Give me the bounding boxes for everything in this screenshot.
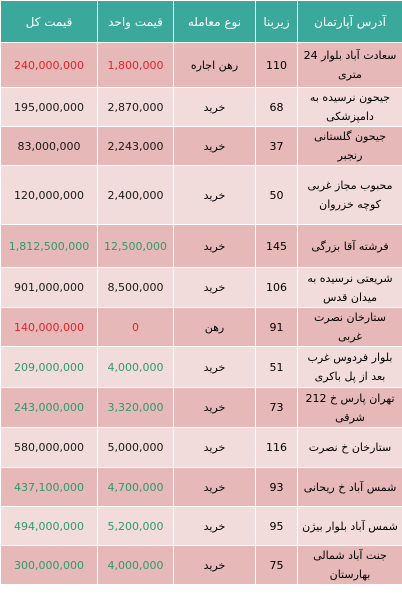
unit-price: 4,000,000 bbox=[97, 346, 174, 388]
area: 95 bbox=[255, 506, 298, 546]
table-row: 243,000,000 3,320,000 خرید 73 تهران پارس خ 2… bbox=[0, 387, 402, 428]
total-price: 901,000,000 bbox=[0, 267, 98, 308]
table-row: 437,100,000 4,700,000 خرید 93 شمس آباد خ ریح… bbox=[0, 467, 402, 507]
transaction-type: خرید bbox=[173, 87, 256, 127]
total-price: 209,000,000 bbox=[0, 346, 98, 388]
unit-price: 4,000,000 bbox=[97, 545, 174, 585]
area: 145 bbox=[255, 224, 298, 268]
area: 116 bbox=[255, 427, 298, 468]
total-price: 140,000,000 bbox=[0, 307, 98, 347]
total-price: 243,000,000 bbox=[0, 387, 98, 428]
address: سعادت آباد بلوار 24 متری bbox=[297, 42, 402, 88]
header-row: قیمت کل قیمت واحد نوع معامله زیربنا آدرس آپا… bbox=[0, 0, 402, 43]
address: شمس آباد خ ریحانی bbox=[297, 467, 402, 507]
table-row: 494,000,000 5,200,000 خرید 95 شمس آباد بلوار… bbox=[0, 506, 402, 546]
transaction-type: رهن bbox=[173, 307, 256, 347]
area: 50 bbox=[255, 165, 298, 225]
table-row: 209,000,000 4,000,000 خرید 51 بلوار فردوس غر… bbox=[0, 346, 402, 388]
area: 106 bbox=[255, 267, 298, 308]
transaction-type: خرید bbox=[173, 224, 256, 268]
transaction-type: خرید bbox=[173, 506, 256, 546]
transaction-type: خرید bbox=[173, 427, 256, 468]
unit-price: 12,500,000 bbox=[97, 224, 174, 268]
unit-price: 3,320,000 bbox=[97, 387, 174, 428]
table-row: 580,000,000 5,000,000 خرید 116 ستارخان خ نصر… bbox=[0, 427, 402, 468]
address: بلوار فردوس غرب بعد از پل باکری bbox=[297, 346, 402, 388]
transaction-type: خرید bbox=[173, 467, 256, 507]
transaction-type: خرید bbox=[173, 165, 256, 225]
unit-price: 2,243,000 bbox=[97, 126, 174, 166]
transaction-type: رهن اجاره bbox=[173, 42, 256, 88]
area: 110 bbox=[255, 42, 298, 88]
transaction-type: خرید bbox=[173, 346, 256, 388]
area: 73 bbox=[255, 387, 298, 428]
table-row: 120,000,000 2,400,000 خرید 50 محبوب مجاز غرب… bbox=[0, 165, 402, 225]
total-price: 120,000,000 bbox=[0, 165, 98, 225]
table-row: 901,000,000 8,500,000 خرید 106 شریعتی نرسیده… bbox=[0, 267, 402, 308]
total-price: 195,000,000 bbox=[0, 87, 98, 127]
table-body: 240,000,000 1,800,000 رهن اجاره 110 سعادت آب… bbox=[0, 42, 402, 585]
address: تهران پارس خ 212 شرقی bbox=[297, 387, 402, 428]
address: محبوب مجاز غربی کوچه خزروان bbox=[297, 165, 402, 225]
unit-price: 4,700,000 bbox=[97, 467, 174, 507]
transaction-type: خرید bbox=[173, 545, 256, 585]
header-cell: قیمت واحد bbox=[97, 0, 174, 43]
area: 68 bbox=[255, 87, 298, 127]
header-cell: آدرس آپارتمان bbox=[297, 0, 402, 43]
address: شریعتی نرسیده به میدان قدس bbox=[297, 267, 402, 308]
table-row: 1,812,500,000 12,500,000 خرید 145 فرشته آقا … bbox=[0, 224, 402, 268]
address: جنت آباد شمالی بهارستان bbox=[297, 545, 402, 585]
unit-price: 5,200,000 bbox=[97, 506, 174, 546]
unit-price: 0 bbox=[97, 307, 174, 347]
unit-price: 2,400,000 bbox=[97, 165, 174, 225]
header-cell: قیمت کل bbox=[0, 0, 98, 43]
total-price: 494,000,000 bbox=[0, 506, 98, 546]
area: 37 bbox=[255, 126, 298, 166]
table-row: 140,000,000 0 رهن 91 ستارخان نصرت غربی bbox=[0, 307, 402, 347]
table-row: 195,000,000 2,870,000 خرید 68 جیحون نرسیده ب… bbox=[0, 87, 402, 127]
transaction-type: خرید bbox=[173, 126, 256, 166]
address: ستارخان خ نصرت bbox=[297, 427, 402, 468]
address: جیحون نرسیده به دامپزشکی bbox=[297, 87, 402, 127]
table-row: 300,000,000 4,000,000 خرید 75 جنت آباد شمالی… bbox=[0, 545, 402, 585]
header-cell: زیربنا bbox=[255, 0, 298, 43]
address: ستارخان نصرت غربی bbox=[297, 307, 402, 347]
address: شمس آباد بلوار بیژن bbox=[297, 506, 402, 546]
total-price: 240,000,000 bbox=[0, 42, 98, 88]
address: فرشته آقا بزرگی bbox=[297, 224, 402, 268]
total-price: 83,000,000 bbox=[0, 126, 98, 166]
area: 93 bbox=[255, 467, 298, 507]
total-price: 1,812,500,000 bbox=[0, 224, 98, 268]
unit-price: 1,800,000 bbox=[97, 42, 174, 88]
transaction-type: خرید bbox=[173, 387, 256, 428]
unit-price: 2,870,000 bbox=[97, 87, 174, 127]
total-price: 300,000,000 bbox=[0, 545, 98, 585]
transaction-type: خرید bbox=[173, 267, 256, 308]
address: جیحون گلستانی رنجبر bbox=[297, 126, 402, 166]
unit-price: 8,500,000 bbox=[97, 267, 174, 308]
table-row: 240,000,000 1,800,000 رهن اجاره 110 سعادت آب… bbox=[0, 42, 402, 88]
area: 75 bbox=[255, 545, 298, 585]
area: 51 bbox=[255, 346, 298, 388]
total-price: 437,100,000 bbox=[0, 467, 98, 507]
table-row: 83,000,000 2,243,000 خرید 37 جیحون گلستانی ر… bbox=[0, 126, 402, 166]
total-price: 580,000,000 bbox=[0, 427, 98, 468]
unit-price: 5,000,000 bbox=[97, 427, 174, 468]
header-cell: نوع معامله bbox=[173, 0, 256, 43]
area: 91 bbox=[255, 307, 298, 347]
